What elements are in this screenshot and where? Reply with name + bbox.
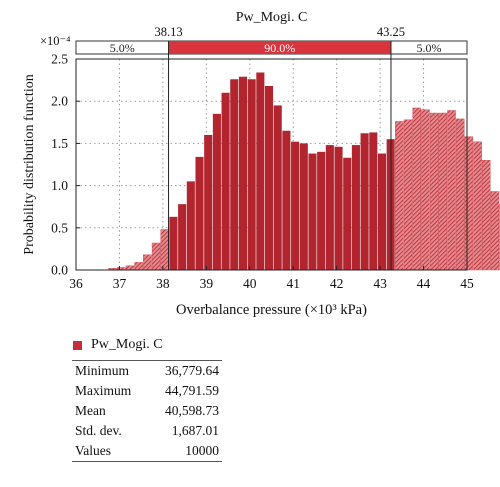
chart-title: Pw_Mogi. C	[236, 10, 308, 25]
stats-value: 10000	[148, 441, 222, 462]
stats-row: Values 10000	[72, 441, 222, 462]
bound-right-label: 43.25	[377, 25, 405, 39]
y-axis-title: Probability distribution function	[22, 74, 37, 254]
x-tick-label: 41	[286, 276, 300, 291]
histogram-bar	[264, 86, 274, 271]
stats-row: Mean 40,598.73	[72, 401, 222, 421]
stats-row: Maximum 44,791.59	[72, 381, 222, 401]
x-tick-label: 43	[373, 276, 387, 291]
band-middle	[168, 41, 391, 54]
histogram-bar	[421, 109, 430, 271]
histogram-bar	[204, 134, 213, 270]
histogram-bar	[230, 79, 239, 270]
histogram-bars	[108, 72, 500, 271]
x-tick-label: 38	[156, 276, 170, 291]
histogram-bar	[299, 143, 308, 270]
histogram-bar	[351, 145, 360, 270]
histogram-bar	[343, 157, 352, 270]
y-tick-label: 2.0	[51, 94, 68, 109]
bound-markers	[168, 41, 392, 270]
legend-entry: Pw_Mogi. C	[72, 336, 222, 354]
band-right-pct: 5.0%	[416, 41, 441, 55]
histogram-bar	[377, 153, 387, 270]
histogram-bar	[247, 79, 256, 270]
y-tick-label: 2.5	[51, 52, 68, 67]
histogram-bar	[221, 92, 230, 270]
histogram-bar	[317, 151, 326, 270]
stats-value: 1,687.01	[171, 423, 219, 438]
x-tick-label: 40	[243, 276, 257, 291]
x-tick-label: 44	[417, 276, 431, 291]
x-tick-label: 36	[69, 276, 83, 291]
stats-label: Minimum	[72, 360, 149, 381]
histogram-bar	[482, 160, 491, 271]
histogram-bar	[169, 216, 178, 270]
histogram-bar	[238, 76, 248, 270]
histogram-bar	[143, 254, 152, 271]
histogram-bar	[186, 181, 195, 270]
histogram-bar	[195, 156, 204, 270]
x-axis-title: Overbalance pressure (×10³ kPa)	[176, 302, 367, 318]
histogram-bar	[438, 112, 448, 271]
histogram-bar	[125, 265, 135, 271]
histogram-bar	[273, 105, 282, 270]
stats-label: Mean	[75, 403, 106, 418]
histogram-bar	[282, 130, 291, 270]
legend-and-stats: Pw_Mogi. C Minimum 36,779.64 Maximum 44,791…	[72, 336, 222, 462]
histogram-bar	[291, 141, 300, 270]
stats-row: Std. dev. 1,687.01	[72, 421, 222, 441]
stats-value: 40,598.73	[165, 403, 219, 418]
axes: Pw_Mogi. C 36 37 38 39 40 41 42 43 44 45 0.0 0.5 1.0 1…	[22, 10, 474, 318]
histogram-bar	[447, 110, 456, 271]
histogram-bar	[160, 229, 170, 271]
stats-value: 36,779.64	[148, 360, 222, 381]
plot-frame	[75, 58, 468, 271]
stats-row: Minimum 36,779.64	[72, 360, 222, 381]
y-tick-label: 0.0	[51, 263, 68, 278]
histogram-bar	[134, 262, 143, 271]
histogram-bar	[334, 146, 343, 270]
histogram-bar	[178, 204, 187, 270]
stats-label: Std. dev.	[75, 423, 122, 438]
legend-label: Pw_Mogi. C	[91, 337, 163, 352]
histogram-bar	[256, 72, 265, 270]
percentile-band: 5.0% 90.0% 5.0% 38.13 43.25	[75, 25, 468, 55]
stats-value: 44,791.59	[165, 383, 219, 398]
statistics-table: Minimum 36,779.64 Maximum 44,791.59 Mean 40,5…	[72, 360, 222, 462]
band-left-pct: 5.0%	[110, 41, 135, 55]
histogram-bar	[473, 141, 482, 271]
histogram-bar	[151, 242, 161, 271]
x-tick-label: 42	[330, 276, 344, 291]
bound-left-label: 38.13	[154, 25, 182, 39]
histogram-chart: 5.0% 90.0% 5.0% 38.13 43.25 Pw_Mogi. C 36 37 38…	[22, 10, 500, 318]
histogram-bar	[325, 145, 334, 270]
histogram-bar	[490, 191, 500, 271]
stats-label: Values	[72, 441, 149, 462]
y-tick-label: 0.5	[51, 220, 68, 235]
y-tick-label: 1.0	[51, 178, 68, 193]
histogram-bar	[360, 133, 369, 270]
legend-swatch	[73, 340, 82, 350]
histogram-bar	[369, 132, 378, 270]
x-tick-label: 37	[113, 276, 127, 291]
y-tick-label: 1.5	[51, 136, 68, 151]
stats-label: Maximum	[75, 383, 132, 398]
histogram-bar	[308, 153, 317, 270]
histogram-bar	[395, 121, 404, 271]
histogram-bar	[212, 113, 221, 270]
histogram-bar	[403, 119, 413, 271]
x-tick-label: 45	[460, 276, 474, 291]
histogram-bar	[464, 136, 474, 271]
histogram-bar	[412, 107, 421, 271]
histogram-bar	[455, 118, 465, 271]
x-tick-label: 39	[200, 276, 214, 291]
y-scale-label: ×10⁻⁴	[40, 34, 71, 48]
band-middle-pct: 90.0%	[264, 41, 295, 55]
histogram-bar	[429, 112, 439, 271]
